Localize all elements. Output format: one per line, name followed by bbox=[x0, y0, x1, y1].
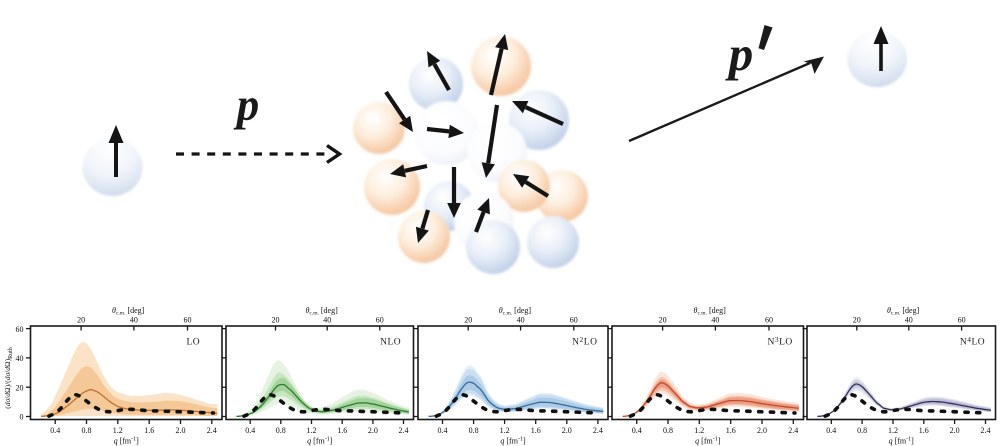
svg-text:2.0: 2.0 bbox=[562, 426, 572, 435]
svg-text:0.8: 0.8 bbox=[82, 426, 92, 435]
svg-text:2.4: 2.4 bbox=[593, 426, 603, 435]
svg-text:20: 20 bbox=[272, 316, 280, 325]
svg-text:(dσ/dΩ)/(dσ/dΩ)Ruth: (dσ/dΩ)/(dσ/dΩ)Ruth bbox=[3, 347, 14, 409]
svg-text:0.4: 0.4 bbox=[826, 426, 836, 435]
svg-text:40: 40 bbox=[16, 354, 24, 363]
svg-text:0.4: 0.4 bbox=[438, 426, 448, 435]
svg-text:1.6: 1.6 bbox=[919, 426, 929, 435]
svg-text:20: 20 bbox=[77, 316, 85, 325]
svg-text:1.6: 1.6 bbox=[726, 426, 736, 435]
svg-text:N4LO: N4LO bbox=[960, 335, 985, 348]
svg-text:1.6: 1.6 bbox=[144, 426, 154, 435]
svg-text:0.4: 0.4 bbox=[245, 426, 255, 435]
svg-text:60: 60 bbox=[16, 325, 24, 334]
svg-text:LO: LO bbox=[186, 338, 200, 348]
svg-text:40: 40 bbox=[905, 316, 913, 325]
svg-text:20: 20 bbox=[853, 316, 861, 325]
svg-text:1.6: 1.6 bbox=[337, 426, 347, 435]
svg-text:60: 60 bbox=[376, 316, 384, 325]
svg-text:q [fm-1]: q [fm-1] bbox=[695, 437, 721, 446]
svg-text:θc.m. [deg]: θc.m. [deg] bbox=[499, 306, 532, 317]
svg-text:p: p bbox=[725, 26, 754, 81]
svg-text:2.4: 2.4 bbox=[981, 426, 991, 435]
svg-text:N2LO: N2LO bbox=[572, 335, 597, 348]
svg-text:N3LO: N3LO bbox=[767, 335, 792, 348]
svg-text:0.8: 0.8 bbox=[276, 426, 286, 435]
svg-text:20: 20 bbox=[464, 316, 472, 325]
svg-text:2.4: 2.4 bbox=[788, 426, 798, 435]
svg-text:0.8: 0.8 bbox=[663, 426, 673, 435]
svg-text:40: 40 bbox=[711, 316, 719, 325]
svg-text:q [fm-1]: q [fm-1] bbox=[114, 437, 140, 446]
svg-text:1.2: 1.2 bbox=[113, 426, 123, 435]
svg-text:1.2: 1.2 bbox=[888, 426, 898, 435]
svg-text:2.0: 2.0 bbox=[368, 426, 378, 435]
svg-text:0: 0 bbox=[20, 413, 24, 422]
svg-text:1.2: 1.2 bbox=[307, 426, 317, 435]
svg-text:0.4: 0.4 bbox=[632, 426, 642, 435]
svg-text:0.4: 0.4 bbox=[50, 426, 60, 435]
svg-text:θc.m. [deg]: θc.m. [deg] bbox=[694, 306, 727, 317]
svg-text:60: 60 bbox=[765, 316, 773, 325]
svg-text:θc.m. [deg]: θc.m. [deg] bbox=[887, 306, 920, 317]
svg-text:0.8: 0.8 bbox=[469, 426, 479, 435]
svg-text:60: 60 bbox=[184, 316, 192, 325]
svg-text:2.4: 2.4 bbox=[207, 426, 217, 435]
svg-text:q [fm-1]: q [fm-1] bbox=[307, 437, 333, 446]
svg-text:θc.m. [deg]: θc.m. [deg] bbox=[112, 306, 145, 317]
svg-text:0.8: 0.8 bbox=[857, 426, 867, 435]
svg-text:40: 40 bbox=[130, 316, 138, 325]
svg-text:2.0: 2.0 bbox=[757, 426, 767, 435]
svg-text:60: 60 bbox=[958, 316, 966, 325]
svg-text:60: 60 bbox=[570, 316, 578, 325]
svg-text:θc.m. [deg]: θc.m. [deg] bbox=[305, 306, 338, 317]
svg-text:1.2: 1.2 bbox=[694, 426, 704, 435]
svg-text:20: 20 bbox=[16, 383, 24, 392]
svg-text:40: 40 bbox=[323, 316, 331, 325]
svg-text:1.6: 1.6 bbox=[531, 426, 541, 435]
svg-text:40: 40 bbox=[517, 316, 525, 325]
svg-text:p: p bbox=[233, 80, 260, 130]
svg-text:NLO: NLO bbox=[380, 338, 401, 348]
svg-text:2.0: 2.0 bbox=[176, 426, 186, 435]
svg-text:1.2: 1.2 bbox=[500, 426, 510, 435]
svg-text:2.4: 2.4 bbox=[399, 426, 409, 435]
svg-text:q [fm-1]: q [fm-1] bbox=[889, 437, 915, 446]
svg-text:20: 20 bbox=[659, 316, 667, 325]
svg-text:q [fm-1]: q [fm-1] bbox=[500, 437, 526, 446]
svg-text:2.0: 2.0 bbox=[950, 426, 960, 435]
